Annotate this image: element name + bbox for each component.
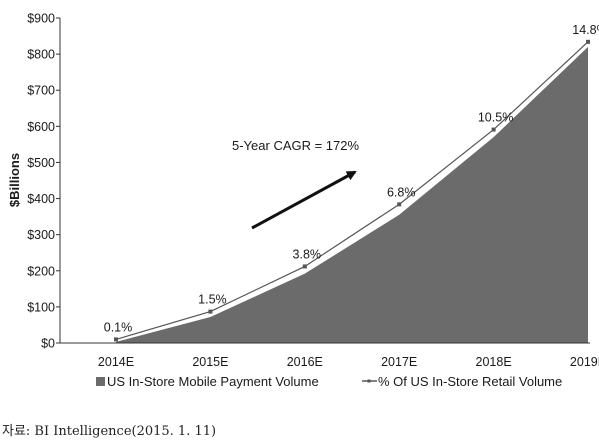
cagr-arrow	[251, 170, 357, 230]
x-tick-label: 2017E	[381, 355, 417, 369]
y-tick-label: $100	[27, 300, 55, 314]
cagr-annotation: 5-Year CAGR = 172%	[232, 138, 360, 153]
x-tick-label: 2014E	[98, 355, 134, 369]
y-tick-labels: $0 $100 $200 $300 $400 $500 $600 $700 $800 $900	[27, 12, 60, 351]
x-tick-label: 2016E	[287, 355, 323, 369]
retail-share-point	[208, 309, 213, 314]
retail-share-polyline	[115, 41, 589, 340]
retail-share-data-label: 1.5%	[198, 293, 227, 307]
x-tick-label: 2018E	[476, 355, 512, 369]
retail-share-point	[586, 39, 590, 44]
x-tick-labels: 2014E 2015E 2016E 2017E 2018E 2019E	[98, 355, 599, 369]
plot-area	[116, 46, 588, 344]
retail-share-line	[114, 39, 590, 342]
x-tick-label: 2015E	[192, 355, 228, 369]
retail-share-data-label: 3.8%	[293, 247, 322, 261]
y-tick-label: $300	[27, 228, 55, 242]
retail-share-data-label: 6.8%	[387, 185, 416, 199]
retail-share-point	[114, 337, 118, 342]
legend-swatch-mobile-payment	[96, 377, 105, 386]
y-tick-label: $400	[27, 192, 55, 206]
retail-share-data-label: 10.5%	[478, 111, 513, 125]
mobile-payment-area	[116, 46, 588, 344]
chart: $Billions $0 $100 $200 $300 $400 $500 $600 $700…	[7, 12, 599, 390]
y-tick-label: $900	[27, 12, 55, 26]
y-tick-label: $500	[27, 156, 55, 170]
y-axis-label: $Billions	[7, 153, 22, 207]
legend-label-retail-share: % Of US In-Store Retail Volume	[378, 374, 562, 389]
y-tick-label: $600	[27, 120, 55, 134]
y-tick-label: $0	[41, 337, 55, 351]
y-tick-label: $200	[27, 264, 55, 278]
legend: US In-Store Mobile Payment Volume % Of U…	[96, 374, 562, 389]
source-note: 자료: BI Intelligence(2015. 1. 11)	[2, 424, 217, 439]
data-labels: 0.1% 1.5% 3.8% 6.8% 10.5% 14.8%	[104, 23, 599, 335]
x-tick-label: 2019E	[570, 355, 599, 369]
retail-share-data-label: 14.8%	[572, 23, 599, 37]
retail-share-point	[302, 264, 307, 269]
y-tick-label: $700	[27, 84, 55, 98]
legend-marker-retail-share	[367, 379, 371, 383]
legend-label-mobile-payment: US In-Store Mobile Payment Volume	[107, 374, 319, 389]
retail-share-point	[397, 202, 402, 207]
y-tick-label: $800	[27, 48, 55, 62]
retail-share-point	[491, 127, 496, 132]
retail-share-data-label: 0.1%	[104, 320, 133, 334]
